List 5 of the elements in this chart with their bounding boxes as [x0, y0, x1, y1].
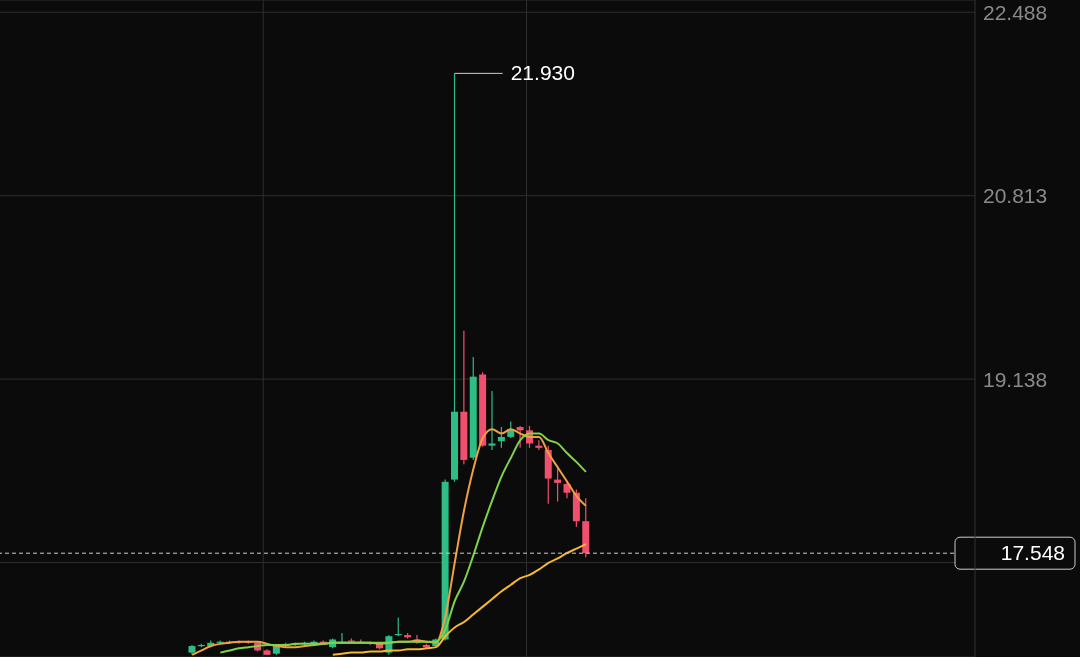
annotation: 21.930	[510, 61, 575, 85]
ref-line-label: 17.548	[1000, 541, 1065, 565]
y-tick-label: 20.813	[983, 184, 1048, 208]
y-tick-label: 19.138	[983, 367, 1048, 391]
y-tick-label: 22.488	[983, 0, 1048, 24]
